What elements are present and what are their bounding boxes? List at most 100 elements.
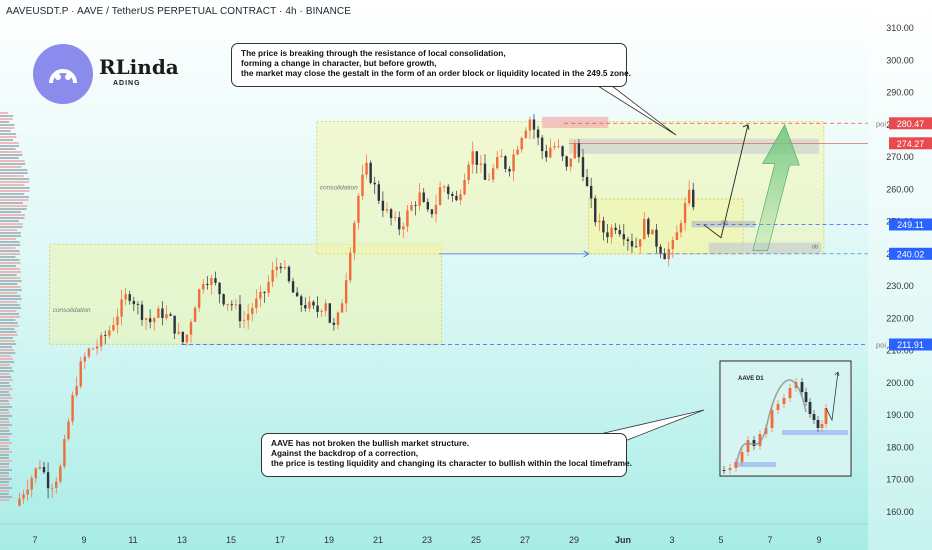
- candle: [683, 197, 687, 232]
- inset-zone: [782, 430, 848, 435]
- candle-body: [622, 234, 626, 240]
- brand-name: RLinda: [99, 55, 179, 79]
- volume-bar: [0, 256, 16, 258]
- candle: [377, 180, 381, 205]
- y-tick-label: 260.00: [886, 184, 914, 194]
- candle-body: [434, 204, 438, 215]
- candle: [455, 190, 458, 202]
- y-tick-label: 160.00: [886, 507, 914, 517]
- candle-body: [50, 487, 54, 489]
- candle: [238, 295, 242, 328]
- candle: [438, 181, 442, 206]
- candle-body: [553, 146, 556, 148]
- candle: [442, 184, 446, 193]
- volume-bar: [0, 442, 12, 444]
- candle: [312, 300, 315, 310]
- candle-body: [549, 147, 552, 158]
- candle-body: [291, 281, 295, 293]
- candle-body: [402, 226, 405, 230]
- candle: [512, 149, 515, 182]
- candle-body: [202, 283, 205, 290]
- candle: [553, 142, 556, 150]
- candle-body: [287, 266, 291, 282]
- candle: [602, 216, 605, 241]
- candle-body: [336, 312, 340, 325]
- volume-bar: [0, 472, 9, 474]
- candle-body: [683, 203, 687, 224]
- inset-candle-body: [752, 440, 756, 446]
- candle: [671, 236, 675, 259]
- candle-body: [161, 308, 164, 319]
- candle-body: [663, 253, 666, 260]
- candle-body: [185, 334, 189, 343]
- candle-body: [532, 119, 536, 130]
- candle-body: [483, 163, 487, 180]
- volume-bar: [0, 403, 10, 405]
- volume-bar: [0, 289, 22, 291]
- candle-body: [79, 361, 82, 387]
- candle-body: [589, 186, 593, 199]
- candle: [414, 201, 417, 216]
- candle: [291, 277, 295, 293]
- candle-body: [263, 291, 266, 293]
- candle-body: [46, 472, 50, 489]
- candle: [157, 305, 160, 319]
- candle: [614, 223, 617, 235]
- brand-subtitle: ADING: [113, 80, 141, 87]
- candle-body: [210, 278, 213, 285]
- liquidity-block: [542, 116, 609, 129]
- x-tick-label: 19: [324, 535, 334, 545]
- candle-body: [279, 266, 283, 269]
- x-tick-label: 9: [81, 535, 86, 545]
- candle-body: [638, 239, 642, 247]
- candle: [255, 289, 258, 314]
- volume-bar: [0, 208, 27, 210]
- volume-bar: [0, 163, 26, 165]
- volume-bar: [0, 343, 17, 345]
- inset-candle-body: [820, 424, 824, 428]
- candle-body: [246, 314, 250, 321]
- volume-bar: [0, 346, 12, 348]
- zone-label: consolidation: [320, 185, 358, 192]
- volume-bar: [0, 484, 9, 486]
- inset-candle-body: [816, 420, 820, 428]
- candle-body: [430, 209, 434, 215]
- x-tick-label: 23: [422, 535, 432, 545]
- candle: [687, 180, 691, 206]
- price-level-label: 280.47: [897, 119, 925, 129]
- volume-bar: [0, 478, 12, 480]
- candle-body: [643, 218, 646, 240]
- inset-candle-body: [812, 414, 816, 420]
- candle: [173, 315, 176, 340]
- price-level-badge: [889, 117, 932, 130]
- inset-candle-body: [740, 452, 744, 462]
- y-tick-label: 230.00: [886, 281, 914, 291]
- candle-body: [26, 489, 29, 495]
- volume-bar: [0, 352, 16, 354]
- inset-candle-body: [776, 404, 780, 410]
- candle: [189, 318, 193, 343]
- candle-body: [349, 252, 352, 281]
- candle: [357, 193, 360, 230]
- candle-body: [647, 218, 650, 235]
- candle-body: [545, 151, 548, 158]
- inset-candle-body: [788, 388, 792, 398]
- candle: [304, 297, 307, 312]
- candle-body: [565, 156, 568, 167]
- candle: [328, 303, 332, 324]
- candle-body: [389, 209, 393, 219]
- candle: [275, 257, 278, 278]
- candle: [434, 194, 438, 223]
- candle: [524, 127, 528, 140]
- volume-bar: [0, 205, 28, 207]
- candle: [651, 229, 654, 235]
- candle-body: [561, 146, 564, 157]
- candle-body: [451, 193, 454, 196]
- volume-bar: [0, 142, 19, 144]
- candle-body: [634, 246, 638, 248]
- candle: [381, 191, 385, 218]
- volume-bar: [0, 247, 16, 249]
- y-tick-label: 310.00: [886, 23, 914, 33]
- candle-body: [414, 205, 417, 206]
- candle: [169, 312, 172, 317]
